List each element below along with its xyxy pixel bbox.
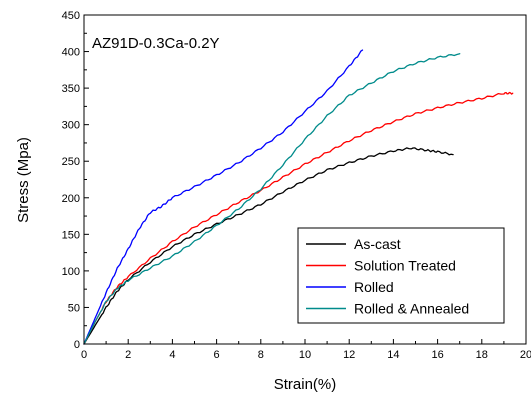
y-tick-label: 0 [74,339,80,351]
y-tick-label: 200 [62,193,80,205]
series-line-rolled [83,49,364,345]
y-tick-label: 150 [62,229,80,241]
x-tick-label: 16 [431,349,443,361]
y-tick-label: 400 [62,47,80,59]
y-tick-label: 300 [62,120,80,132]
x-tick-label: 8 [258,349,264,361]
x-tick-label: 12 [343,349,355,361]
y-tick-label: 350 [62,83,80,95]
y-tick-label: 450 [62,10,80,22]
x-tick-label: 6 [214,349,220,361]
y-tick-label: 100 [62,266,80,278]
x-tick-label: 4 [169,349,175,361]
legend-label-solution-treated: Solution Treated [354,258,456,274]
x-tick-label: 10 [299,349,311,361]
y-axis-title: Stress (Mpa) [15,137,32,223]
axis-ticks: 0 2 4 6 8 10 12 14 16 18 2005010015020025030035040… [62,10,531,361]
y-tick-label: 250 [62,156,80,168]
series-line-as-cast [83,147,454,345]
y-tick-label: 50 [68,302,80,314]
legend-label-rolled: Rolled [354,279,394,295]
legend-label-as-cast: As-cast [354,236,401,252]
x-tick-label: 18 [476,349,488,361]
x-axis-title: Strain(%) [274,376,337,393]
x-tick-label: 20 [520,349,531,361]
legend: As-cast Solution Treated Rolled Rolled & An… [297,227,505,324]
x-tick-label: 14 [387,349,399,361]
chart-annotation: AZ91D-0.3Ca-0.2Y [92,35,220,52]
x-tick-label: 0 [81,349,87,361]
x-tick-label: 2 [125,349,131,361]
series-line-solution-treated [83,91,514,345]
plot-frame [83,14,527,345]
series-line-rolled-annealed [83,53,461,345]
series-lines [83,49,514,345]
legend-label-rolled-annealed: Rolled & Annealed [354,301,469,317]
